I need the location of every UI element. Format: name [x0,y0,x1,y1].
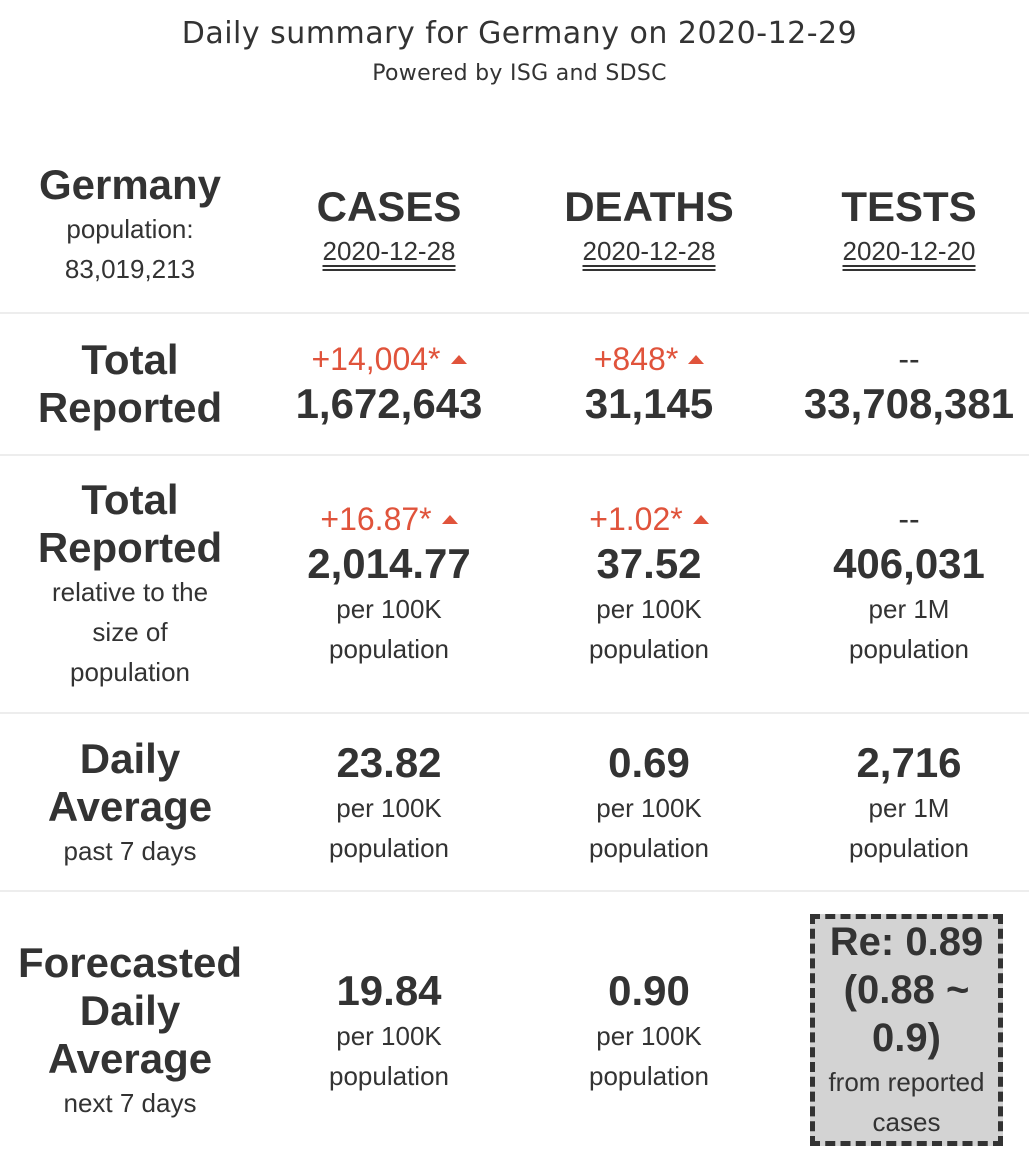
total-tests-cell: -- 33,708,381 [778,314,1029,454]
re-note: from reported [828,1067,985,1097]
daily-tests-value: 2,716 [856,739,962,786]
unit-label: per 1M [868,594,950,624]
total-deaths-value: 31,145 [584,380,714,427]
column-header-cases: CASES 2020-12-28 [258,150,520,300]
row-sublabel: past 7 days [63,836,197,866]
column-title-tests: TESTS [841,183,977,230]
row-sublabel: next 7 days [63,1087,197,1118]
unit-label: population [589,833,709,863]
change-value: +1.02* [589,501,683,537]
row-divider [0,712,1029,714]
forecast-deaths-value: 0.90 [608,966,690,1014]
change-placeholder: -- [898,341,920,377]
row-label-line: Average [47,783,213,830]
column-date-deaths[interactable]: 2020-12-28 [582,236,716,266]
change-value: +848* [593,341,679,377]
unit-label: population [849,634,969,664]
row-sublabel: relative to the [51,577,209,607]
re-value: Re: 0.89 [829,920,984,964]
unit-label: per 100K [336,793,442,823]
relative-cases-cell: +16.87* 2,014.77 per 100K population [258,456,520,712]
re-interval: (0.88 ~ [843,968,970,1012]
unit-label: population [329,1060,449,1091]
unit-label: per 1M [868,793,950,823]
row-label-line: Average [47,1034,213,1082]
change-indicator: +16.87* [320,499,458,539]
unit-label: population [589,1060,709,1091]
triangle-up-icon [688,354,705,364]
row-label-line: Daily [79,986,181,1034]
row-label-line: Daily [79,735,181,782]
unit-label: population [589,634,709,664]
change-indicator: +1.02* [589,499,709,539]
forecast-cases-value: 19.84 [336,966,442,1014]
population-label: population: [66,214,194,244]
row-divider [0,312,1029,314]
re-estimate-box: Re: 0.89 (0.88 ~ 0.9) from reported case… [810,914,1003,1146]
change-placeholder: -- [898,501,920,537]
row-sublabel: population [70,657,190,687]
forecast-cases-cell: 19.84 per 100K population [258,894,520,1167]
row-label-line: Total [81,476,179,523]
row-label-line: Forecasted [17,938,243,986]
column-title-deaths: DEATHS [564,183,734,230]
row-label-total: Total Reported [0,314,260,454]
column-date-cases[interactable]: 2020-12-28 [322,236,456,266]
unit-label: per 100K [596,594,702,624]
unit-label: per 100K [336,594,442,624]
row-label-line: Reported [37,524,223,571]
relative-tests-cell: -- 406,031 per 1M population [778,456,1029,712]
row-label-line: Total [81,336,179,383]
unit-label: per 100K [596,1020,702,1051]
change-value: +16.87* [320,501,432,537]
unit-label: population [329,634,449,664]
triangle-up-icon [692,514,709,524]
triangle-up-icon [441,514,458,524]
row-label-relative: Total Reported relative to the size of p… [0,456,260,712]
re-note: cases [872,1107,941,1137]
total-cases-cell: +14,004* 1,672,643 [258,314,520,454]
column-title-cases: CASES [316,183,462,230]
country-cell: Germany population: 83,019,213 [0,150,260,300]
change-value: +14,004* [311,341,441,377]
total-deaths-cell: +848* 31,145 [518,314,780,454]
daily-cases-cell: 23.82 per 100K population [258,714,520,892]
row-divider [0,454,1029,456]
column-date-tests[interactable]: 2020-12-20 [842,236,976,266]
triangle-up-icon [450,354,467,364]
total-tests-value: 33,708,381 [803,380,1015,427]
row-label-forecast: Forecasted Daily Average next 7 days [0,894,260,1167]
row-divider [0,890,1029,892]
page-title: Daily summary for Germany on 2020-12-29 [181,16,858,51]
daily-tests-cell: 2,716 per 1M population [778,714,1029,892]
column-header-tests: TESTS 2020-12-20 [778,150,1029,300]
change-indicator: +14,004* [311,339,467,379]
total-cases-value: 1,672,643 [295,380,483,427]
re-interval: 0.9) [872,1016,941,1060]
relative-deaths-cell: +1.02* 37.52 per 100K population [518,456,780,712]
population-value: 83,019,213 [64,254,196,284]
forecast-deaths-cell: 0.90 per 100K population [518,894,780,1167]
unit-label: population [849,833,969,863]
row-label-line: Reported [37,384,223,431]
unit-label: population [329,833,449,863]
unit-label: per 100K [596,793,702,823]
country-name: Germany [38,161,222,208]
page-subtitle: Powered by ISG and SDSC [372,61,667,86]
relative-deaths-value: 37.52 [596,540,702,587]
daily-deaths-cell: 0.69 per 100K population [518,714,780,892]
row-label-daily: Daily Average past 7 days [0,714,260,892]
relative-tests-value: 406,031 [833,540,985,587]
row-sublabel: size of [92,617,168,647]
change-indicator: +848* [594,339,705,379]
unit-label: per 100K [336,1020,442,1051]
relative-cases-value: 2,014.77 [307,540,471,587]
daily-deaths-value: 0.69 [608,739,690,786]
daily-cases-value: 23.82 [336,739,442,786]
column-header-deaths: DEATHS 2020-12-28 [518,150,780,300]
